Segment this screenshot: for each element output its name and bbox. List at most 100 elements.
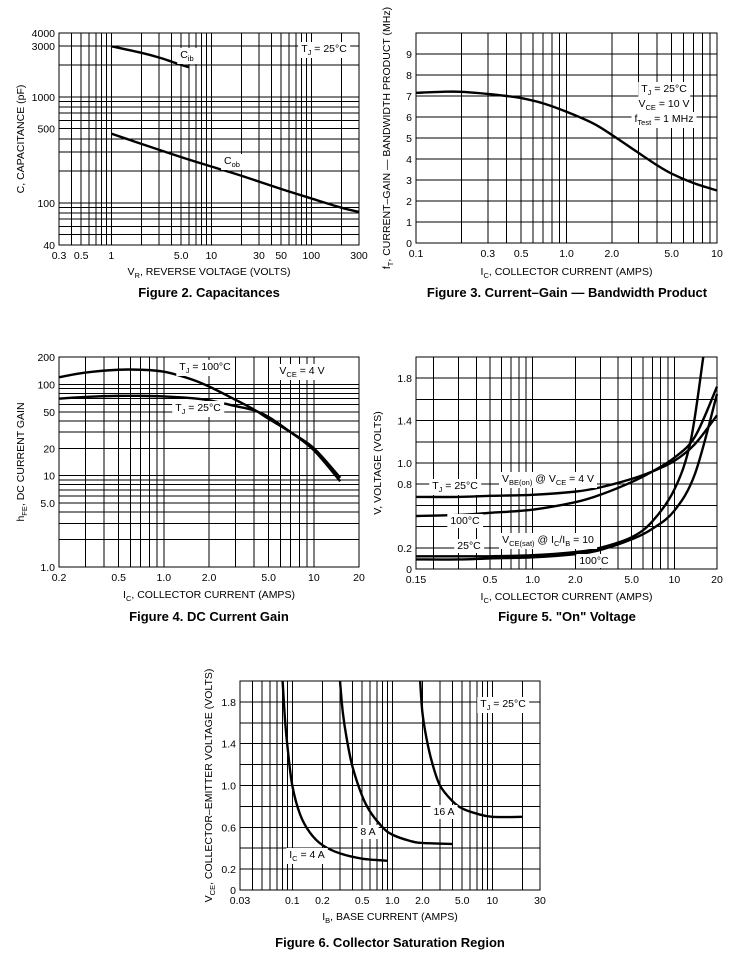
gridlines xyxy=(415,32,718,244)
y-tick-label: 0.2 xyxy=(397,543,412,555)
y-tick-label: 1000 xyxy=(32,92,56,104)
y-tick-label: 40 xyxy=(43,240,55,252)
annotation-background xyxy=(454,539,485,553)
annotation-label: fTest = 1 MHz xyxy=(635,113,694,127)
x-tick-label: 2.0 xyxy=(568,574,583,586)
x-tick-label: 30 xyxy=(534,895,546,907)
annotation-background xyxy=(221,154,243,170)
y-tick-label: 0.8 xyxy=(397,479,412,491)
annotation-label: VCE = 10 V xyxy=(638,98,689,112)
annotation-background xyxy=(477,697,530,713)
x-axis-label: IC, COLLECTOR CURRENT (AMPS) xyxy=(481,591,653,605)
y-tick-label: 1.0 xyxy=(397,458,412,470)
annotation-background xyxy=(499,533,598,549)
annotation-label: TJ = 25°C xyxy=(480,698,526,712)
y-tick-label: 1.8 xyxy=(221,697,236,709)
y-tick-label: 1.0 xyxy=(40,562,55,574)
annotation-background xyxy=(430,805,458,819)
series-curve xyxy=(415,393,719,561)
series-label: Cib xyxy=(180,49,193,63)
chart-fig5: 0.15 0.5 1.0 2.0 5.0 10 20 0 0.2 0.8 1.0 1.4 1.8 IC, … xyxy=(372,356,723,624)
annotation-label: VCE = 4 V xyxy=(279,365,324,379)
figure-caption: Figure 4. DC Current Gain xyxy=(129,609,289,624)
y-tick-label: 10 xyxy=(43,471,55,483)
x-tick-label: 20 xyxy=(711,574,723,586)
annotation-background xyxy=(176,360,235,376)
y-axis-label: V, VOLTAGE (VOLTS) xyxy=(372,411,384,514)
annotation-label: TJ = 25°C xyxy=(641,83,687,97)
x-tick-label: 100 xyxy=(303,250,321,262)
figure-caption: Figure 6. Collector Saturation Region xyxy=(275,935,505,950)
annotation-background xyxy=(357,825,379,839)
plot-frame xyxy=(239,680,541,891)
series-curve xyxy=(338,680,453,846)
x-tick-label: 300 xyxy=(350,250,368,262)
x-tick-label: 10 xyxy=(205,250,217,262)
x-tick-label: 0.3 xyxy=(481,248,496,260)
annotation-label: 25°C xyxy=(457,540,481,552)
y-axis-label: C, CAPACITANCE (pF) xyxy=(15,85,27,194)
x-tick-label: 30 xyxy=(253,250,265,262)
y-tick-label: 3000 xyxy=(32,41,56,53)
x-tick-label: 10 xyxy=(486,895,498,907)
y-axis-label: VCE, COLLECTOR–EMITTER VOLTAGE (VOLTS) xyxy=(203,669,217,903)
y-tick-label: 1.4 xyxy=(221,739,236,751)
y-tick-label: 1.8 xyxy=(397,373,412,385)
annotation-label: TJ = 25°C xyxy=(432,480,478,494)
annotation-label: VBE(on) @ VCE = 4 V xyxy=(502,473,594,487)
x-tick-label: 0.5 xyxy=(514,248,529,260)
x-tick-label: 5.0 xyxy=(624,574,639,586)
x-tick-label: 20 xyxy=(353,572,365,584)
series-curve xyxy=(415,90,718,192)
chart-fig4: 0.2 0.5 1.0 2.0 5.0 10 20 1.0 5.0 10 20 50 100 200 IC,… xyxy=(15,352,365,624)
y-tick-label: 9 xyxy=(406,49,412,61)
plot-frame xyxy=(58,356,360,568)
annotation-background xyxy=(286,848,328,864)
x-tick-label: 50 xyxy=(275,250,287,262)
annotation-background xyxy=(298,42,351,58)
chart-fig3: 0.1 0.3 0.5 1.0 2.0 5.0 10 0 1 2 3 4 5 6 7 8 9 IC, COLLEC… xyxy=(381,7,723,300)
annotation-background xyxy=(177,48,197,64)
annotation-background xyxy=(631,112,697,128)
figure-caption: Figure 5. "On" Voltage xyxy=(498,609,636,624)
x-tick-label: 2.0 xyxy=(202,572,217,584)
x-tick-label: 0.03 xyxy=(230,895,251,907)
x-axis-label: IC, COLLECTOR CURRENT (AMPS) xyxy=(481,266,653,280)
x-tick-label: 10 xyxy=(669,574,681,586)
x-tick-label: 1 xyxy=(108,250,114,262)
series-curve xyxy=(415,414,718,499)
plot-frame xyxy=(58,32,360,246)
series-label: IC = 4 A xyxy=(289,849,325,863)
series-curve xyxy=(111,45,190,69)
y-axis-label: fT, CURRENT–GAIN — BANDWIDTH PRODUCT (MH… xyxy=(381,7,395,269)
annotation-background xyxy=(498,472,598,488)
series-label: TJ = 100°C xyxy=(179,361,231,375)
y-tick-label: 0 xyxy=(406,564,412,576)
x-tick-label: 0.5 xyxy=(483,574,498,586)
y-tick-label: 8 xyxy=(406,70,412,82)
annotation-background xyxy=(638,82,691,98)
x-tick-label: 0.15 xyxy=(406,574,427,586)
annotation-background xyxy=(576,554,613,568)
y-tick-label: 1 xyxy=(406,217,412,229)
x-tick-label: 5.0 xyxy=(455,895,470,907)
gridlines xyxy=(58,32,360,246)
x-tick-label: 0.2 xyxy=(52,572,67,584)
y-tick-label: 500 xyxy=(37,124,55,136)
x-tick-label: 5.0 xyxy=(261,572,276,584)
y-tick-label: 5.0 xyxy=(40,498,55,510)
annotation-background xyxy=(276,364,328,380)
y-tick-label: 50 xyxy=(43,407,55,419)
x-tick-label: 0.3 xyxy=(52,250,67,262)
x-tick-label: 1.0 xyxy=(385,895,400,907)
annotation-label: TJ = 25°C xyxy=(301,43,347,57)
figure-caption: Figure 3. Current–Gain — Bandwidth Produ… xyxy=(427,285,708,300)
annotation-background xyxy=(447,514,484,528)
annotation-label: 100°C xyxy=(579,555,609,567)
series-curve xyxy=(416,356,705,558)
x-tick-label: 0.5 xyxy=(355,895,370,907)
x-tick-label: 1.0 xyxy=(559,248,574,260)
x-tick-label: 2.0 xyxy=(605,248,620,260)
x-tick-label: 10 xyxy=(308,572,320,584)
x-tick-label: 0.2 xyxy=(315,895,330,907)
